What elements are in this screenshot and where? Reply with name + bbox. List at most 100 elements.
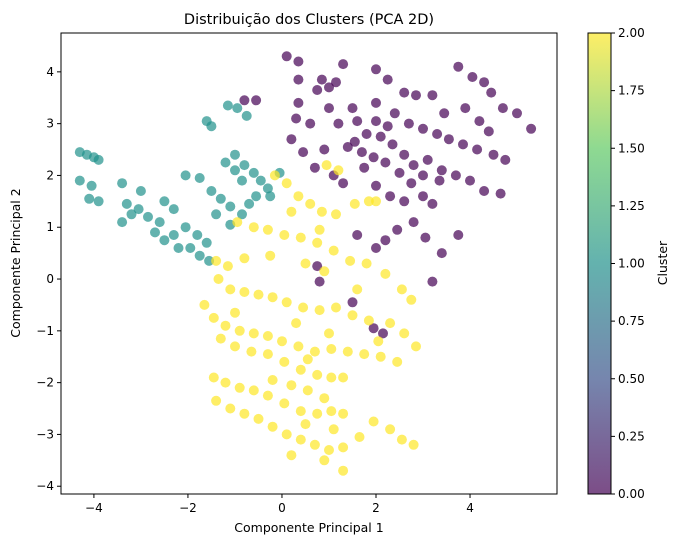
point-cluster-0 <box>443 134 454 145</box>
point-cluster-0 <box>526 123 537 134</box>
point-cluster-0 <box>371 180 381 191</box>
point-cluster-2 <box>326 406 337 417</box>
point-cluster-0 <box>458 139 468 150</box>
point-cluster-1 <box>185 243 196 253</box>
point-cluster-1 <box>117 217 128 228</box>
point-cluster-1 <box>168 230 179 240</box>
point-cluster-1 <box>173 243 184 253</box>
point-cluster-2 <box>281 297 292 308</box>
point-cluster-2 <box>326 372 337 383</box>
point-cluster-1 <box>93 154 104 165</box>
point-cluster-0 <box>352 230 363 240</box>
point-cluster-2 <box>302 354 313 365</box>
point-cluster-2 <box>328 245 339 256</box>
point-cluster-0 <box>394 167 405 178</box>
point-cluster-2 <box>319 455 330 466</box>
point-cluster-0 <box>324 103 334 114</box>
point-cluster-1 <box>206 186 217 196</box>
point-cluster-1 <box>215 193 226 204</box>
point-cluster-1 <box>241 110 252 121</box>
point-cluster-0 <box>418 123 428 134</box>
point-cluster-0 <box>286 134 297 145</box>
point-cluster-2 <box>239 408 250 419</box>
point-cluster-2 <box>333 165 344 176</box>
point-cluster-0 <box>408 160 419 171</box>
point-cluster-0 <box>314 276 325 287</box>
point-cluster-2 <box>385 424 396 435</box>
point-cluster-2 <box>225 284 236 295</box>
point-cluster-0 <box>239 95 250 106</box>
point-cluster-1 <box>220 157 231 168</box>
point-cluster-2 <box>396 284 407 295</box>
point-cluster-2 <box>371 196 381 207</box>
point-cluster-0 <box>418 191 428 202</box>
colorbar-tick-label: 0.50 <box>618 372 645 386</box>
point-cluster-1 <box>86 180 97 191</box>
point-cluster-0 <box>309 162 320 173</box>
point-cluster-2 <box>279 356 290 367</box>
point-cluster-2 <box>396 434 407 445</box>
point-cluster-1 <box>135 186 146 196</box>
point-cluster-2 <box>338 442 349 453</box>
point-cluster-2 <box>293 191 304 202</box>
point-cluster-0 <box>305 118 316 129</box>
point-cluster-2 <box>248 222 259 233</box>
point-cluster-1 <box>232 103 243 114</box>
point-cluster-0 <box>338 178 349 189</box>
point-cluster-1 <box>117 178 128 189</box>
point-cluster-2 <box>279 230 290 240</box>
point-cluster-2 <box>338 465 349 476</box>
colorbar-tick-label: 1.00 <box>618 257 645 271</box>
point-cluster-2 <box>326 344 337 354</box>
colorbar-label: Cluster <box>655 240 670 285</box>
point-cluster-2 <box>300 258 311 269</box>
point-cluster-2 <box>295 434 306 445</box>
point-cluster-2 <box>262 224 273 235</box>
point-cluster-0 <box>371 116 381 127</box>
point-cluster-2 <box>239 253 250 264</box>
point-cluster-2 <box>295 364 306 375</box>
point-cluster-2 <box>338 372 349 383</box>
point-cluster-2 <box>368 416 379 427</box>
point-cluster-0 <box>349 136 360 147</box>
point-cluster-0 <box>403 118 414 129</box>
colorbar-tick-label: 0.25 <box>618 429 645 443</box>
point-cluster-1 <box>262 183 273 194</box>
point-cluster-2 <box>373 336 384 347</box>
point-cluster-0 <box>472 144 483 155</box>
point-cluster-2 <box>234 382 245 393</box>
point-cluster-2 <box>267 421 278 432</box>
y-axis: −4 −3 −2 −1 0 1 2 3 4 <box>36 65 61 493</box>
y-axis-label: Componente Principal 2 <box>8 188 23 337</box>
point-cluster-2 <box>328 424 339 435</box>
point-cluster-0 <box>434 175 445 186</box>
point-cluster-1 <box>84 193 95 204</box>
point-cluster-0 <box>418 170 428 181</box>
point-cluster-0 <box>361 129 372 139</box>
point-cluster-2 <box>239 287 250 297</box>
y-tick-label: 4 <box>46 65 54 79</box>
point-cluster-0 <box>453 230 464 240</box>
colorbar-tick-label: 1.75 <box>618 84 645 98</box>
point-cluster-0 <box>479 186 490 196</box>
point-cluster-2 <box>342 346 353 357</box>
y-tick-label: 0 <box>46 272 54 286</box>
point-cluster-2 <box>267 292 278 303</box>
point-cluster-1 <box>150 227 160 238</box>
point-cluster-0 <box>380 157 391 168</box>
point-cluster-2 <box>230 341 240 352</box>
point-cluster-2 <box>281 178 292 189</box>
point-cluster-1 <box>255 175 266 186</box>
point-cluster-0 <box>331 77 341 88</box>
point-cluster-1 <box>206 121 217 132</box>
y-tick-label: −1 <box>36 324 54 338</box>
point-cluster-0 <box>312 261 323 272</box>
point-cluster-2 <box>321 160 332 171</box>
point-cluster-0 <box>385 191 396 202</box>
point-cluster-1 <box>168 204 179 215</box>
point-cluster-0 <box>338 59 349 70</box>
point-cluster-1 <box>192 230 203 240</box>
point-cluster-1 <box>204 255 215 266</box>
point-cluster-2 <box>213 274 224 284</box>
point-cluster-2 <box>291 318 302 329</box>
